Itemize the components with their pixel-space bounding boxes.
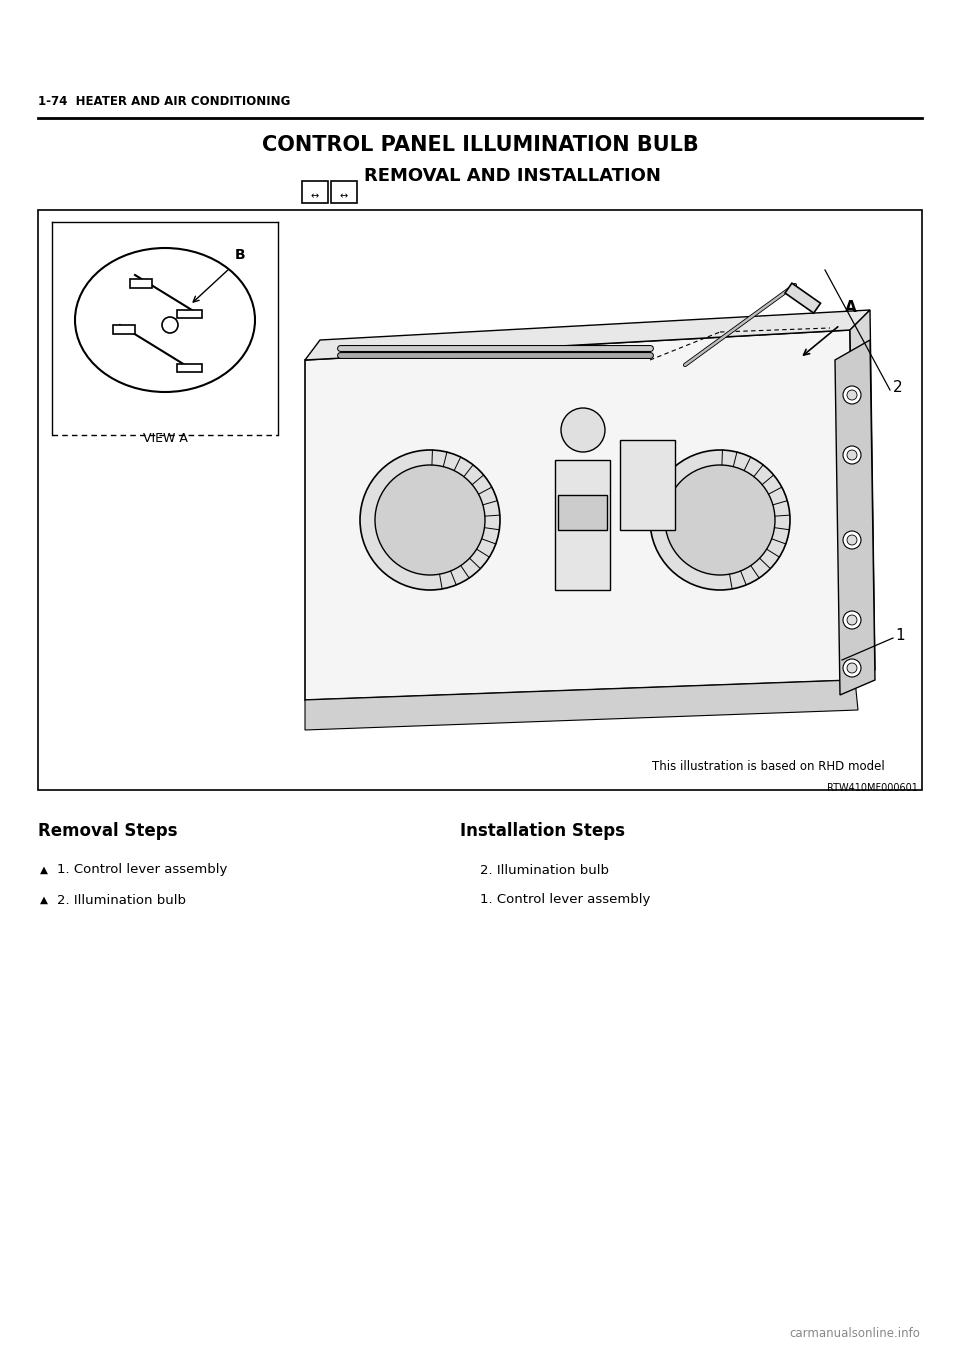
Text: ▲: ▲ — [40, 895, 48, 904]
Ellipse shape — [650, 449, 790, 589]
Bar — [38, 210, 922, 790]
Text: Removal Steps: Removal Steps — [38, 822, 178, 841]
Ellipse shape — [665, 464, 775, 574]
Bar — [177, 364, 202, 372]
Text: 1. Control lever assembly: 1. Control lever assembly — [480, 894, 650, 907]
Text: CONTROL PANEL ILLUMINATION BULB: CONTROL PANEL ILLUMINATION BULB — [262, 134, 698, 155]
Circle shape — [847, 615, 857, 625]
Text: RTW410MF000601: RTW410MF000601 — [828, 784, 918, 793]
Text: Installation Steps: Installation Steps — [460, 822, 625, 841]
Text: REMOVAL AND INSTALLATION: REMOVAL AND INSTALLATION — [364, 167, 660, 185]
Polygon shape — [305, 310, 870, 360]
Text: 2. Illumination bulb: 2. Illumination bulb — [57, 894, 186, 907]
Circle shape — [561, 407, 605, 452]
Polygon shape — [305, 680, 858, 731]
Text: ↔: ↔ — [340, 191, 348, 201]
Circle shape — [843, 659, 861, 678]
Ellipse shape — [360, 449, 500, 589]
Ellipse shape — [375, 464, 485, 574]
Text: ▲: ▲ — [40, 865, 48, 875]
Text: 1. Control lever assembly: 1. Control lever assembly — [57, 864, 228, 876]
Circle shape — [843, 531, 861, 549]
Text: 1: 1 — [895, 627, 904, 642]
Bar — [620, 440, 675, 530]
Text: This illustration is based on RHD model: This illustration is based on RHD model — [652, 760, 885, 773]
Bar — [558, 496, 607, 530]
Text: 2. Illumination bulb: 2. Illumination bulb — [480, 864, 609, 876]
Circle shape — [843, 445, 861, 464]
Circle shape — [162, 316, 178, 333]
Circle shape — [847, 535, 857, 545]
Polygon shape — [850, 310, 875, 680]
Text: 1-74  HEATER AND AIR CONDITIONING: 1-74 HEATER AND AIR CONDITIONING — [38, 95, 290, 109]
Bar — [331, 181, 357, 202]
Circle shape — [847, 390, 857, 401]
Bar — [302, 181, 328, 202]
Bar — [113, 325, 135, 334]
Circle shape — [843, 611, 861, 629]
Circle shape — [847, 449, 857, 460]
Text: VIEW A: VIEW A — [143, 432, 187, 445]
Text: A: A — [845, 300, 856, 315]
Polygon shape — [305, 330, 855, 699]
Text: 2: 2 — [893, 380, 902, 395]
Circle shape — [847, 663, 857, 674]
Text: carmanualsonline.info: carmanualsonline.info — [789, 1327, 920, 1340]
Text: B: B — [235, 249, 246, 262]
Bar — [555, 460, 610, 589]
Ellipse shape — [75, 249, 255, 392]
Polygon shape — [835, 340, 875, 695]
Bar — [785, 284, 821, 314]
Bar — [130, 278, 152, 288]
Bar — [177, 310, 202, 318]
Text: ↔: ↔ — [311, 191, 319, 201]
Circle shape — [843, 386, 861, 403]
